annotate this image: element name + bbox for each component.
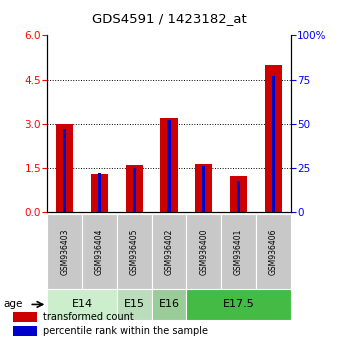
Text: E14: E14 — [72, 299, 93, 309]
Bar — [195, 164, 213, 212]
Text: GSM936401: GSM936401 — [234, 228, 243, 275]
Text: GSM936404: GSM936404 — [95, 228, 104, 275]
Text: E15: E15 — [124, 299, 145, 309]
Bar — [256, 214, 291, 289]
Bar — [47, 289, 117, 320]
Bar — [63, 129, 66, 212]
Text: GSM936405: GSM936405 — [130, 228, 139, 275]
Bar — [82, 214, 117, 289]
Text: transformed count: transformed count — [43, 312, 134, 322]
Bar — [265, 65, 282, 212]
Text: percentile rank within the sample: percentile rank within the sample — [43, 326, 208, 336]
Text: E17.5: E17.5 — [223, 299, 255, 309]
Text: GSM936402: GSM936402 — [165, 228, 173, 275]
Text: age: age — [3, 299, 23, 309]
Bar — [186, 214, 221, 289]
Bar — [133, 168, 136, 212]
Bar — [230, 176, 247, 212]
Bar — [13, 326, 37, 336]
Bar — [202, 166, 205, 212]
Text: GSM936406: GSM936406 — [269, 228, 278, 275]
Bar — [160, 118, 178, 212]
Bar — [47, 214, 82, 289]
Bar — [152, 289, 186, 320]
Bar — [117, 289, 152, 320]
Bar — [117, 214, 152, 289]
Bar — [125, 165, 143, 212]
Text: E16: E16 — [159, 299, 179, 309]
Bar — [91, 174, 108, 212]
Bar — [167, 120, 171, 212]
Bar — [237, 181, 240, 212]
Bar — [98, 173, 101, 212]
Bar — [152, 214, 186, 289]
Bar — [272, 76, 275, 212]
Bar — [56, 124, 73, 212]
Bar — [13, 312, 37, 322]
Text: GDS4591 / 1423182_at: GDS4591 / 1423182_at — [92, 12, 246, 25]
Text: GSM936400: GSM936400 — [199, 228, 208, 275]
Text: GSM936403: GSM936403 — [60, 228, 69, 275]
Bar — [186, 289, 291, 320]
Bar — [221, 214, 256, 289]
